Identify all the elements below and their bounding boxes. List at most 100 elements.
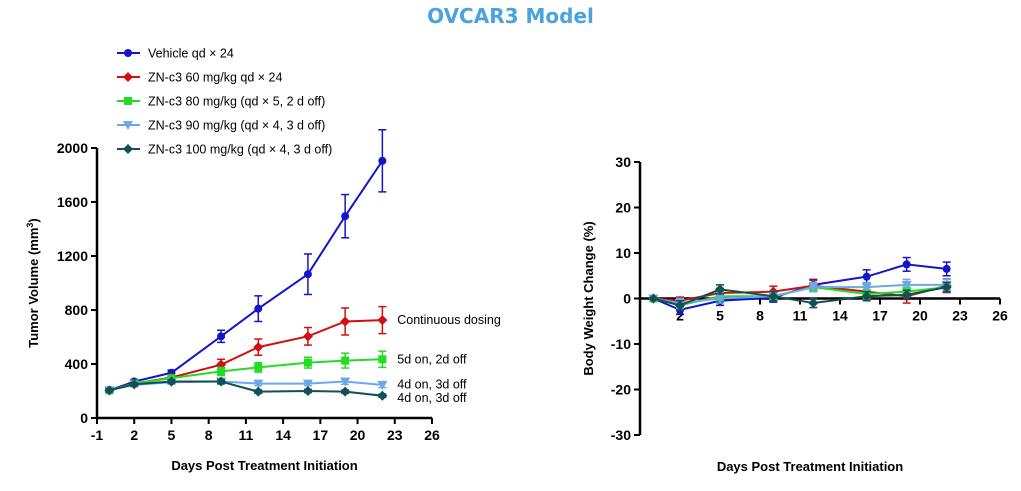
body-weight-chart: -30 -20 -10 0 10 20 30 2 5 8 11 14 17 20 23 26 Days Post… <box>581 154 1008 474</box>
legend-item-zn-c3-60-mg-kg-qd-24: ZN-c3 60 mg/kg qd × 24 <box>117 71 282 85</box>
y-tick-label: 10 <box>615 245 631 261</box>
data-point <box>808 298 819 309</box>
legend-marker <box>123 144 133 154</box>
x-tick-label: 8 <box>756 308 764 324</box>
data-point <box>340 377 351 387</box>
data-point <box>861 283 872 293</box>
data-point <box>254 304 263 313</box>
y-tick-label: 2000 <box>57 140 88 156</box>
data-point <box>303 358 312 367</box>
y-tick-label: -30 <box>611 427 631 443</box>
data-point <box>715 294 725 304</box>
data-point <box>715 284 725 295</box>
annotation-4d-on-3d-off: 4d on, 3d off <box>397 377 467 391</box>
y-axis-title: Body Weight Change (%) <box>581 221 596 375</box>
series-line <box>653 286 947 307</box>
x-tick-label: 20 <box>350 427 366 443</box>
x-tick-label: 17 <box>313 427 329 443</box>
page-title: OVCAR3 Model <box>427 4 594 28</box>
series-vehicle-qd-24 <box>105 129 387 395</box>
data-point <box>302 331 313 342</box>
data-point <box>862 272 871 281</box>
x-tick-label: 26 <box>424 427 440 443</box>
y-tick-label: 0 <box>80 410 88 426</box>
y-tick-label: 0 <box>623 291 631 307</box>
data-point <box>340 386 351 397</box>
x-tick-label: 23 <box>952 308 968 324</box>
legend-label: ZN-c3 90 mg/kg (qd × 4, 3 d off) <box>148 119 325 133</box>
y-tick-label: 30 <box>615 154 631 170</box>
tumor-volume-chart: 0 400 800 1200 1600 2000 -1 2 5 8 11 14 17 20 23 26 Days… <box>25 129 501 473</box>
data-point <box>942 264 951 273</box>
x-tick-label: 17 <box>872 308 888 324</box>
legend-label: ZN-c3 60 mg/kg qd × 24 <box>148 71 282 85</box>
x-tick-label: -1 <box>91 427 104 443</box>
data-point <box>377 315 388 326</box>
x-tick-label: 14 <box>275 427 291 443</box>
data-point <box>216 376 227 387</box>
y-tick-label: 1600 <box>57 194 88 210</box>
x-tick-label: 11 <box>793 308 808 324</box>
data-point <box>902 260 911 269</box>
data-point <box>166 376 177 387</box>
x-axis-title: Days Post Treatment Initiation <box>717 459 903 474</box>
legend: Vehicle qd × 24 ZN-c3 60 mg/kg qd × 24 ZN-… <box>117 47 332 157</box>
data-point <box>253 342 264 353</box>
data-point <box>377 380 388 390</box>
data-point <box>377 390 388 401</box>
data-point <box>941 282 952 293</box>
legend-item-zn-c3-90-mg-kg-qd-4-3-d-off: ZN-c3 90 mg/kg (qd × 4, 3 d off) <box>117 119 325 133</box>
y-axis-title: Tumor Volume (mm3) <box>25 218 41 348</box>
data-point <box>648 293 659 304</box>
x-tick-label: 5 <box>716 308 724 324</box>
y-tick-label: 1200 <box>57 248 88 264</box>
x-tick-label: 26 <box>992 308 1008 324</box>
x-tick-label: 2 <box>130 427 138 443</box>
series-line <box>109 380 383 397</box>
y-tick-label: -20 <box>611 382 631 398</box>
legend-marker <box>123 121 133 130</box>
legend-marker <box>124 49 132 57</box>
data-point <box>104 385 115 396</box>
data-point <box>768 291 779 302</box>
data-point <box>341 356 350 365</box>
x-tick-label: 14 <box>832 308 848 324</box>
data-point <box>254 363 263 372</box>
y-tick-label: 400 <box>65 356 89 372</box>
x-axis-title: Days Post Treatment Initiation <box>171 458 357 473</box>
x-tick-label: 20 <box>912 308 928 324</box>
x-tick-label: 8 <box>205 427 213 443</box>
legend-label: ZN-c3 100 mg/kg (qd × 4, 3 d off) <box>148 143 332 157</box>
y-tick-label: 800 <box>65 302 89 318</box>
x-tick-label: 11 <box>238 427 253 443</box>
data-point <box>675 300 685 311</box>
data-point <box>217 332 226 341</box>
legend-item-zn-c3-100-mg-kg-qd-4-3-d-off: ZN-c3 100 mg/kg (qd × 4, 3 d off) <box>117 143 332 157</box>
x-tick-label: 2 <box>676 308 684 324</box>
data-point <box>217 367 226 376</box>
data-point <box>302 386 313 396</box>
annotation-5d-on-2d-off: 5d on, 2d off <box>397 352 467 366</box>
x-tick-label: 5 <box>168 427 176 443</box>
series-zn-c3-100-mg-kg-qd-4-3-d-off <box>104 376 388 401</box>
data-point <box>901 289 912 300</box>
data-point <box>253 379 264 389</box>
y-tick-label: 20 <box>615 200 631 216</box>
series-zn-c3-100-mg-kg-qd-4-3-d-off <box>648 281 952 311</box>
legend-label: Vehicle qd × 24 <box>148 47 234 61</box>
data-point <box>861 291 872 302</box>
annotation-4d-on-3d-off: 4d on, 3d off <box>397 391 467 405</box>
data-point <box>901 280 912 290</box>
series-line <box>109 160 384 392</box>
legend-marker <box>124 97 132 105</box>
data-point <box>378 355 387 364</box>
legend-label: ZN-c3 80 mg/kg (qd × 5, 2 d off) <box>148 95 325 109</box>
annotation-continuous-dosing: Continuous dosing <box>397 313 501 327</box>
x-tick-label: 23 <box>387 427 403 443</box>
series-line <box>109 358 383 392</box>
data-point <box>302 379 313 389</box>
y-tick-label: -10 <box>611 336 631 352</box>
legend-marker <box>123 72 133 82</box>
data-point <box>378 156 387 165</box>
